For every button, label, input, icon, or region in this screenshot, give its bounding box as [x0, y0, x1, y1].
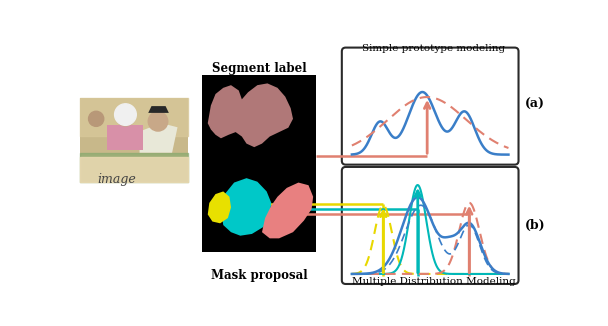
Circle shape: [116, 107, 135, 126]
FancyBboxPatch shape: [201, 163, 316, 252]
Polygon shape: [148, 106, 169, 113]
Text: Simple prototype modeling: Simple prototype modeling: [362, 44, 506, 53]
FancyBboxPatch shape: [201, 75, 316, 163]
Polygon shape: [211, 106, 226, 128]
Text: (b): (b): [525, 219, 545, 232]
FancyBboxPatch shape: [342, 48, 519, 165]
Circle shape: [89, 111, 104, 126]
Polygon shape: [208, 83, 293, 147]
Text: (a): (a): [525, 98, 545, 111]
Circle shape: [148, 111, 168, 131]
FancyBboxPatch shape: [342, 167, 519, 284]
Polygon shape: [221, 178, 271, 236]
Polygon shape: [140, 123, 178, 153]
FancyBboxPatch shape: [80, 98, 188, 182]
Text: image: image: [97, 173, 136, 186]
Polygon shape: [262, 183, 313, 238]
Text: Segment label: Segment label: [212, 62, 306, 75]
Text: Multiple Distribution Modeling: Multiple Distribution Modeling: [352, 277, 516, 286]
Polygon shape: [107, 125, 143, 150]
Polygon shape: [208, 191, 231, 223]
Text: Mask proposal: Mask proposal: [210, 269, 307, 282]
Circle shape: [114, 104, 136, 126]
